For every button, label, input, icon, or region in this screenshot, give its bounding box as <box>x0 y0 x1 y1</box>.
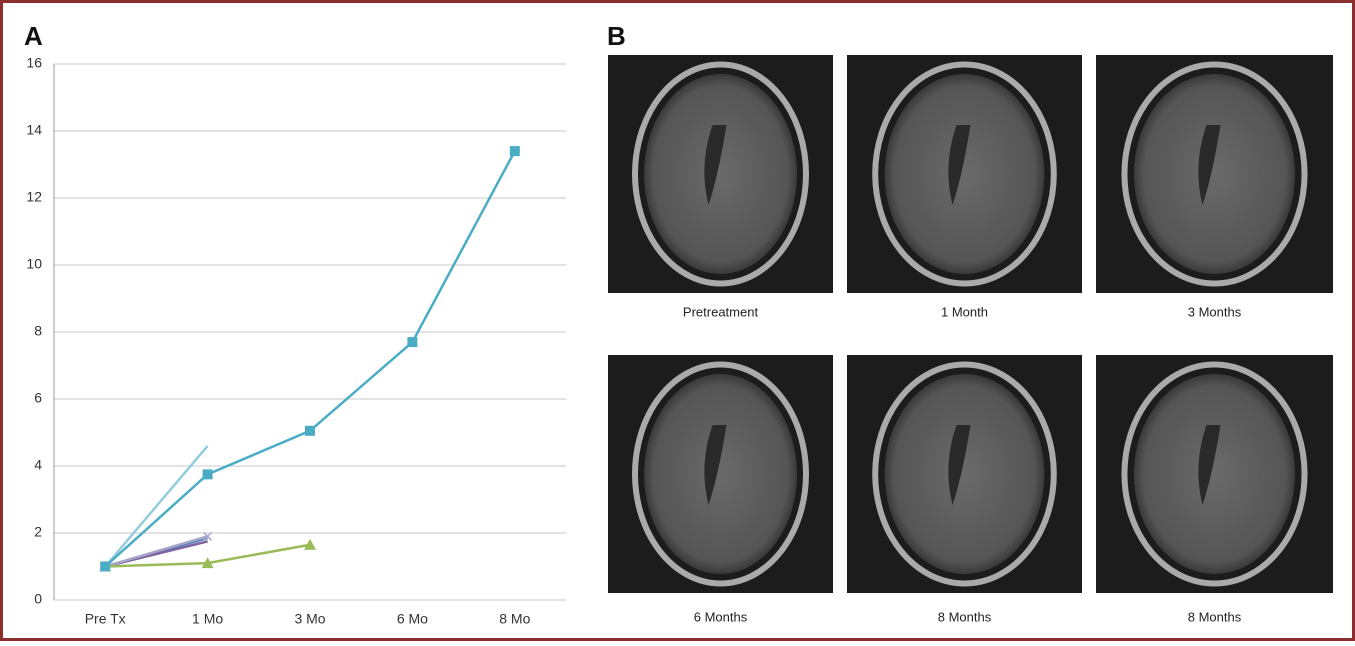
marker <box>203 469 213 479</box>
y-tick-label: 4 <box>34 457 42 473</box>
image-caption: 8 Months <box>938 609 992 624</box>
y-tick-label: 6 <box>34 390 42 406</box>
brain <box>644 74 797 274</box>
x-tick-label: 1 Mo <box>192 611 223 627</box>
x-tick-label: 3 Mo <box>294 611 325 627</box>
image-caption: Pretreatment <box>683 304 759 319</box>
y-tick-label: 2 <box>34 524 42 540</box>
image-caption: 1 Month <box>941 304 988 319</box>
x-tick-label: 6 Mo <box>397 611 428 627</box>
brain <box>1134 74 1295 274</box>
image-caption: 8 Months <box>1188 609 1242 624</box>
y-tick-label: 14 <box>26 122 42 138</box>
brain <box>644 374 797 574</box>
marker <box>510 146 520 156</box>
panel-label: B <box>607 21 626 51</box>
y-tick-label: 8 <box>34 323 42 339</box>
y-tick-label: 0 <box>34 591 42 607</box>
y-tick-label: 12 <box>26 189 42 205</box>
y-tick-label: 10 <box>26 256 42 272</box>
image-caption: 6 Months <box>694 609 748 624</box>
page: A B Pretreatment 1 Month 3 Months 6 Months 8… <box>0 0 1355 646</box>
x-tick-label: 8 Mo <box>499 611 530 627</box>
marker <box>407 337 417 347</box>
marker <box>100 562 110 572</box>
brain <box>1134 374 1295 574</box>
brain <box>885 74 1045 274</box>
y-tick-label: 16 <box>26 55 42 71</box>
panel-label: A <box>24 21 43 51</box>
brain <box>885 374 1045 574</box>
marker <box>305 426 315 436</box>
image-caption: 3 Months <box>1188 304 1242 319</box>
x-tick-label: Pre Tx <box>85 611 126 627</box>
figure: A B Pretreatment 1 Month 3 Months 6 Months 8… <box>0 0 1355 641</box>
